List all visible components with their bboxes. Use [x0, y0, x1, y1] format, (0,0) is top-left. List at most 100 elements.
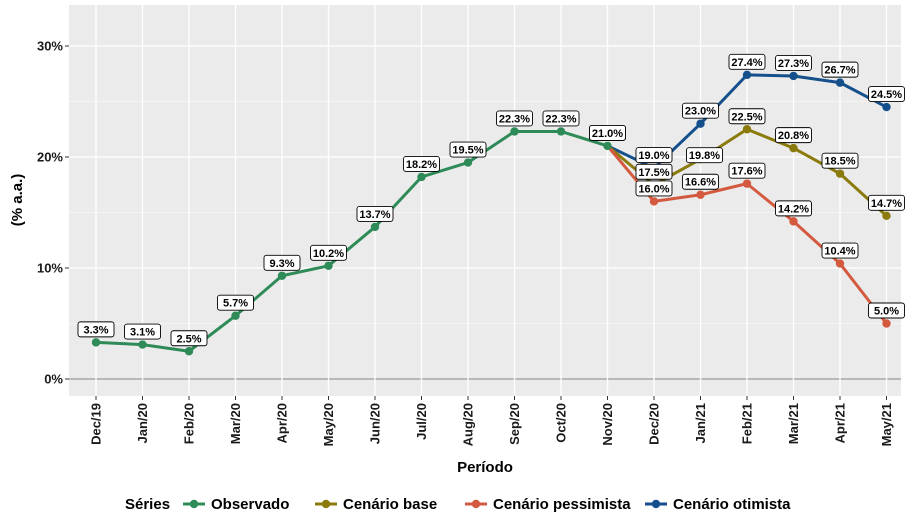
- data-label: 9.3%: [269, 258, 294, 270]
- data-point: [835, 169, 845, 178]
- x-axis: Dec/19 Jan/20 Feb/20 Mar/20 Apr/20 May/20 Jun/…: [89, 396, 894, 446]
- data-label: 27.3%: [778, 58, 809, 70]
- data-label: 26.7%: [824, 65, 855, 77]
- data-label-box: [728, 108, 766, 125]
- data-label-box: [310, 244, 347, 261]
- data-label: 19.8%: [689, 150, 720, 162]
- legend-key-point: [321, 499, 331, 509]
- data-point: [742, 125, 752, 134]
- data-label-box: [635, 180, 673, 197]
- legend: Séries Observado Cenário base Cenário pessi…: [125, 496, 791, 513]
- data-label: 18.2%: [406, 159, 437, 171]
- data-label-box: [821, 152, 859, 169]
- data-label: 5.0%: [874, 306, 899, 318]
- x-tick-label: Jun/20: [368, 403, 383, 444]
- data-label-box: [170, 330, 208, 347]
- y-tick-label: 10%: [37, 261, 63, 276]
- data-point: [789, 217, 798, 226]
- data-label-box: [775, 200, 812, 217]
- data-label-box: [356, 205, 394, 222]
- data-point: [649, 197, 659, 206]
- data-label: 17.6%: [731, 166, 762, 178]
- data-label-box: [682, 102, 719, 119]
- data-label: 22.5%: [731, 111, 762, 123]
- x-tick-label: Apr/21: [833, 403, 848, 443]
- x-tick-label: Feb/21: [740, 403, 755, 444]
- series-line: [94, 129, 609, 353]
- data-point: [510, 127, 519, 136]
- data-label: 22.3%: [545, 113, 576, 125]
- data-label-box: [635, 163, 673, 180]
- legend-entry: Cenário pessimista: [493, 496, 631, 513]
- data-label: 27.4%: [731, 57, 762, 69]
- y-axis-title: (% a.a.): [9, 174, 26, 227]
- data-point: [882, 102, 891, 112]
- x-tick-label: Jan/20: [135, 403, 150, 443]
- data-label: 21.0%: [592, 128, 623, 140]
- data-label: 2.5%: [176, 333, 201, 345]
- x-tick-label: Jan/21: [693, 403, 708, 443]
- data-label-box: [449, 141, 487, 158]
- legend-entry: Cenário otimista: [673, 496, 791, 513]
- data-label-box: [775, 55, 812, 71]
- data-label-box: [403, 156, 440, 172]
- series-points: [91, 70, 891, 356]
- data-label: 18.5%: [824, 156, 855, 168]
- data-label-box: [728, 162, 766, 179]
- data-label: 5.7%: [223, 298, 248, 310]
- data-label-box: [263, 254, 301, 271]
- data-point: [835, 78, 845, 87]
- legend-key-point: [189, 499, 199, 509]
- y-axis: 0% 10% 20% 30%: [37, 39, 69, 387]
- data-label: 13.7%: [359, 209, 390, 221]
- data-point: [91, 338, 101, 347]
- x-tick-label: Mar/20: [228, 403, 243, 444]
- data-label: 14.7%: [871, 198, 902, 210]
- x-tick-label: Mar/21: [786, 403, 801, 444]
- data-label-box: [589, 124, 626, 141]
- x-tick-label: Oct/20: [554, 403, 569, 443]
- x-tick-label: May/20: [321, 403, 336, 446]
- data-point: [789, 143, 798, 153]
- data-label: 20.8%: [778, 130, 809, 142]
- data-label-box: [124, 323, 161, 340]
- x-axis-title: Período: [457, 459, 513, 476]
- data-label: 10.2%: [313, 248, 344, 260]
- legend-key-point: [651, 499, 661, 509]
- data-label: 14.2%: [778, 203, 809, 215]
- x-tick-label: May/21: [879, 403, 894, 446]
- data-point: [742, 70, 752, 80]
- data-point: [696, 190, 705, 199]
- data-label-box: [775, 127, 812, 144]
- data-label: 10.4%: [824, 246, 855, 258]
- data-point: [324, 261, 333, 270]
- data-label-box: [496, 110, 533, 127]
- legend-title: Séries: [125, 496, 170, 513]
- y-tick-label: 0%: [44, 372, 63, 387]
- data-point: [696, 119, 705, 128]
- x-tick-label: Jul/20: [414, 403, 429, 440]
- data-label: 22.3%: [499, 113, 530, 125]
- data-label: 23.0%: [685, 106, 716, 118]
- x-tick-label: Sep/20: [507, 403, 522, 445]
- data-label-box: [77, 321, 115, 338]
- y-tick-label: 30%: [37, 39, 63, 54]
- data-point: [370, 222, 380, 232]
- x-tick-label: Aug/20: [461, 403, 476, 446]
- x-tick-label: Apr/20: [275, 403, 290, 443]
- legend-key-point: [471, 499, 481, 509]
- data-point: [789, 71, 798, 81]
- data-label: 19.5%: [452, 145, 483, 157]
- legend-entry: Observado: [211, 496, 289, 513]
- data-point: [231, 311, 240, 320]
- x-tick-label: Dec/19: [89, 403, 104, 445]
- legend-entry: Cenário base: [343, 496, 437, 513]
- data-label-box: [686, 147, 723, 164]
- data-label-box: [217, 294, 254, 311]
- data-label-box: [682, 173, 719, 190]
- x-tick-label: Dec/20: [647, 403, 662, 445]
- panel-background: [69, 5, 901, 396]
- data-point: [138, 340, 147, 349]
- data-label: 24.5%: [871, 89, 902, 101]
